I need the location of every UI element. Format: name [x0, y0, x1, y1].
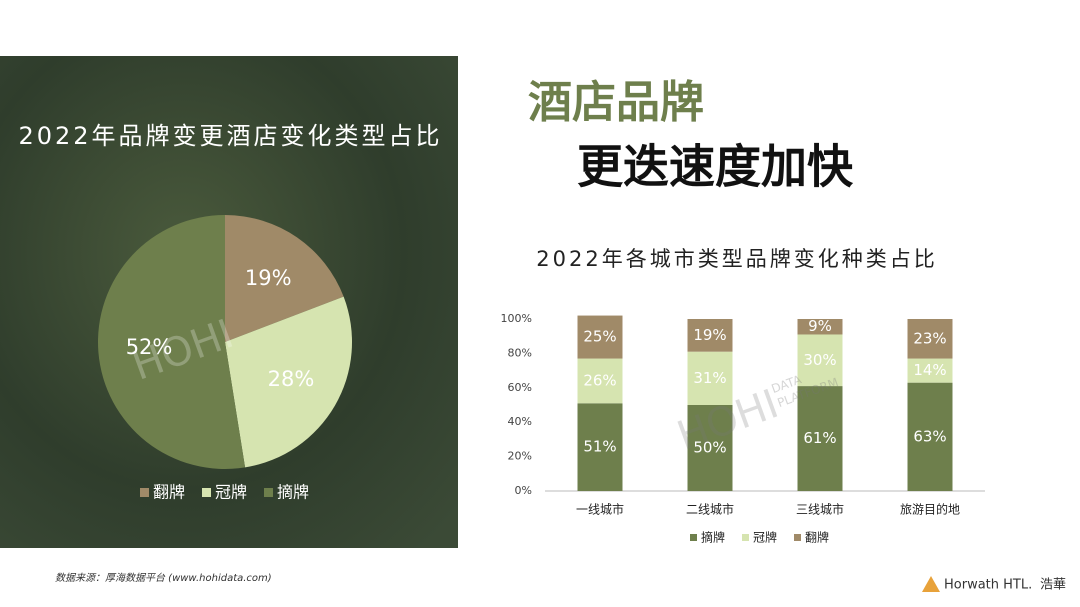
legend-swatch	[264, 488, 273, 497]
legend-label: 翻牌	[805, 531, 829, 545]
x-tick-label: 三线城市	[796, 502, 844, 517]
value-label: 31%	[693, 369, 726, 387]
x-tick-label: 二线城市	[686, 502, 734, 517]
value-label: 26%	[583, 371, 616, 389]
headline: 酒店品牌	[528, 77, 704, 128]
y-tick-label: 60%	[508, 381, 532, 394]
legend-swatch	[742, 534, 749, 541]
bar-segment	[797, 386, 843, 491]
bar-segment	[577, 358, 623, 404]
brand-cn: 浩華	[1040, 578, 1066, 593]
y-tick-label: 20%	[508, 450, 532, 463]
bar-segment	[687, 319, 733, 352]
chart-title: 2022年品牌变更酒店变化类型占比	[18, 122, 443, 150]
bar-segment	[577, 315, 623, 359]
value-label: 19%	[245, 266, 292, 290]
value-label: 28%	[268, 367, 315, 391]
value-label: 25%	[583, 328, 616, 346]
bar-segment	[797, 319, 843, 335]
legend-label: 冠牌	[753, 531, 777, 545]
value-label: 14%	[913, 361, 946, 379]
x-tick-label: 一线城市	[576, 502, 624, 517]
legend-label: 摘牌	[277, 483, 309, 502]
value-label: 52%	[126, 335, 173, 359]
value-label: 30%	[803, 351, 836, 369]
value-label: 9%	[808, 317, 832, 335]
y-tick-label: 100%	[501, 312, 532, 325]
bar-segment	[907, 358, 953, 383]
value-label: 19%	[693, 326, 726, 344]
pie-slice	[225, 296, 352, 468]
bar-segment	[687, 405, 733, 491]
pie-slice	[225, 215, 344, 342]
logo-icon	[922, 576, 940, 592]
legend-swatch	[690, 534, 697, 541]
legend-swatch	[140, 488, 149, 497]
legend-swatch	[202, 488, 211, 497]
source: 数据来源：厚海数据平台 (www.hohidata.com)	[55, 572, 272, 584]
y-tick-label: 0%	[515, 484, 532, 497]
brand: Horwath HTL.	[944, 578, 1032, 593]
legend-swatch	[794, 534, 801, 541]
bar-segment	[907, 382, 953, 491]
legend-label: 翻牌	[153, 483, 185, 502]
value-label: 63%	[913, 427, 946, 445]
y-tick-label: 40%	[508, 415, 532, 428]
headline: 更迭速度加快	[577, 140, 854, 194]
bar-segment	[687, 351, 733, 405]
value-label: 23%	[913, 329, 946, 347]
value-label: 51%	[583, 438, 616, 456]
value-label: 50%	[693, 439, 726, 457]
y-tick-label: 80%	[508, 346, 532, 359]
bar-segment	[907, 319, 953, 359]
bar-segment	[797, 334, 843, 387]
value-label: 61%	[803, 429, 836, 447]
legend-label: 冠牌	[215, 483, 247, 502]
chart-title: 2022年各城市类型品牌变化种类占比	[536, 247, 937, 271]
bar-segment	[577, 403, 623, 491]
legend-label: 摘牌	[701, 530, 725, 545]
pie-slice	[97, 215, 246, 469]
x-tick-label: 旅游目的地	[900, 502, 960, 517]
